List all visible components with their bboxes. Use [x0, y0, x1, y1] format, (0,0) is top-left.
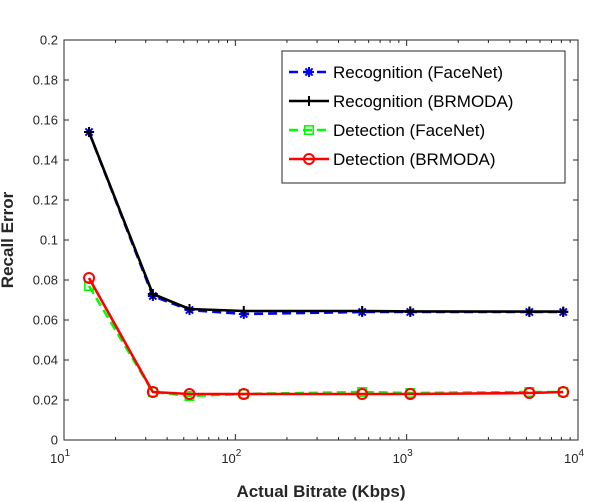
series-line — [87, 277, 564, 396]
legend-marker — [303, 125, 314, 136]
y-tick-label: 0 — [51, 433, 58, 448]
legend-item: Recognition (FaceNet) — [289, 63, 503, 82]
x-tick-label: 103 — [393, 448, 413, 466]
data-point — [183, 388, 196, 400]
series-line — [87, 131, 564, 313]
data-point — [357, 306, 368, 316]
legend-marker — [303, 153, 315, 165]
x-tick-label: 101 — [50, 448, 70, 466]
data-point — [557, 386, 570, 398]
legend-marker — [304, 67, 314, 77]
y-tick-label: 0.1 — [40, 233, 58, 248]
legend-item: Recognition (BRMODA) — [289, 92, 513, 111]
x-axis-title: Actual Bitrate (Kbps) — [236, 482, 405, 501]
y-tick-label: 0.18 — [33, 73, 58, 88]
y-tick-label: 0.08 — [33, 273, 58, 288]
data-point — [558, 306, 569, 317]
x-tick-label: 102 — [221, 448, 241, 466]
data-point — [237, 388, 250, 400]
legend-label: Recognition (BRMODA) — [333, 92, 513, 111]
series-1 — [84, 127, 569, 317]
x-minor-ticks — [115, 40, 571, 440]
y-tick-label: 0.2 — [40, 33, 58, 48]
data-point — [238, 306, 249, 316]
x-axis-ticks: 101 102 103 104 — [50, 40, 584, 466]
y-axis-title: Recall Error — [0, 191, 17, 288]
legend: Recognition (FaceNet) Recognition (BRMODA… — [281, 50, 566, 184]
data-point — [524, 306, 535, 317]
legend-item: Detection (BRMODA) — [289, 150, 495, 169]
x-tick-label: 104 — [564, 448, 584, 466]
data-point — [405, 306, 416, 317]
legend-label: Recognition (FaceNet) — [333, 63, 503, 82]
y-tick-label: 0.06 — [33, 313, 58, 328]
y-tick-label: 0.14 — [33, 153, 58, 168]
data-point — [184, 304, 195, 314]
y-tick-label: 0.12 — [33, 193, 58, 208]
data-point — [404, 388, 417, 400]
legend-marker — [304, 96, 314, 106]
series-3 — [83, 272, 570, 400]
data-point — [83, 272, 96, 284]
legend-item: Detection (FaceNet) — [289, 121, 485, 140]
y-tick-label: 0.16 — [33, 113, 58, 128]
data-point — [356, 388, 369, 400]
y-tick-label: 0.02 — [33, 393, 58, 408]
legend-label: Detection (BRMODA) — [333, 150, 495, 169]
data-point — [523, 387, 536, 399]
y-tick-label: 0.04 — [33, 353, 58, 368]
legend-label: Detection (FaceNet) — [333, 121, 485, 140]
y-axis-ticks: 0 0.02 0.04 0.06 0.08 0.1 0.12 0.14 0.16 0.18 0.2 — [33, 33, 578, 448]
data-point — [147, 289, 158, 299]
data-point — [84, 127, 95, 137]
data-point — [146, 386, 159, 398]
legend-box — [281, 50, 566, 184]
